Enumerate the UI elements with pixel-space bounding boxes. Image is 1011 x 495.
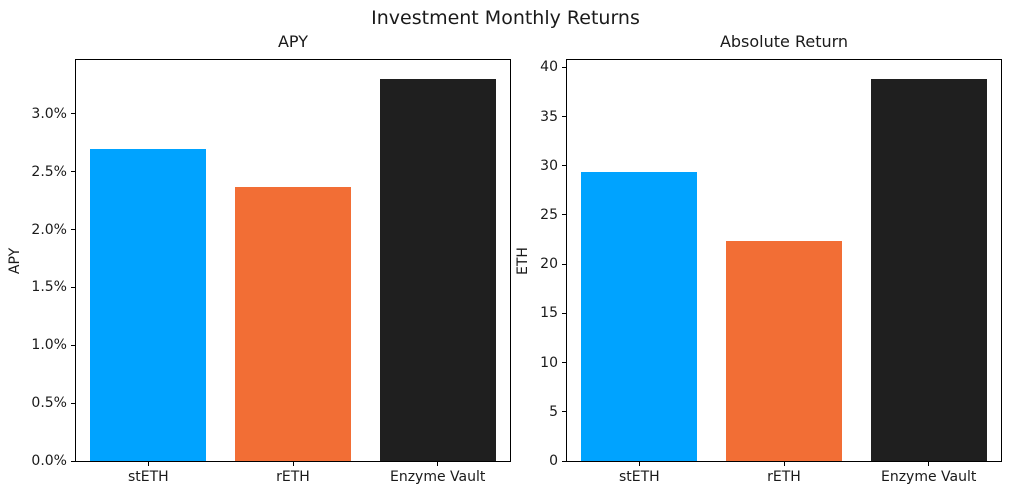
xtick-mark xyxy=(437,462,439,466)
ytick-label: 3.0% xyxy=(31,105,67,122)
xtick-mark xyxy=(783,462,785,466)
ytick-label: 0.5% xyxy=(31,395,67,412)
ytick-label: 20 xyxy=(540,256,558,273)
xtick-label-enzyme-vault: Enzyme Vault xyxy=(880,469,977,485)
xtick-mark xyxy=(928,462,930,466)
ytick-mark xyxy=(71,402,75,404)
xtick-mark xyxy=(638,462,640,466)
ytick-label: 35 xyxy=(540,108,558,125)
y-axis-label-eth: ETH xyxy=(515,246,531,275)
subplot-title-absolute-return: Absolute Return xyxy=(719,32,849,51)
ytick-mark xyxy=(562,214,566,216)
xtick-label-enzyme-vault: Enzyme Vault xyxy=(389,469,486,485)
ytick-mark xyxy=(71,344,75,346)
ytick-mark xyxy=(562,411,566,413)
xtick-label-steth: stETH xyxy=(618,469,660,485)
ytick-mark xyxy=(562,116,566,117)
ytick-label: 0.0% xyxy=(31,453,67,469)
ytick-mark xyxy=(71,171,75,173)
ytick-label: 10 xyxy=(540,354,558,371)
ytick-mark xyxy=(562,362,566,364)
ytick-label: 0 xyxy=(549,453,558,469)
plot-area: 0.0% 0.5% 1.0% 1.5% 2.0% 2.5% 3.0% stETH rETH Enz… xyxy=(31,59,511,485)
bar-reth xyxy=(726,240,842,461)
figure-title: Investment Monthly Returns xyxy=(371,7,640,29)
subplot-title-apy: APY xyxy=(277,32,308,51)
ytick-label: 30 xyxy=(540,157,558,174)
ytick-label: 2.0% xyxy=(31,221,67,238)
xtick-label-reth: rETH xyxy=(276,469,310,485)
ytick-mark xyxy=(71,286,75,288)
ytick-mark xyxy=(562,460,566,462)
bar-enzyme-vault xyxy=(379,79,496,461)
xtick-mark xyxy=(292,462,294,466)
ytick-mark xyxy=(562,165,566,167)
absolute-return-subplot: Absolute Return ETH 0 5 10 15 20 25 30 35 40 stET… xyxy=(515,32,1002,485)
ytick-label: 25 xyxy=(540,206,558,223)
ytick-mark xyxy=(71,113,75,115)
plot-area: 0 5 10 15 20 25 30 35 40 stETH rETH Enzyme Vault xyxy=(540,59,1002,485)
bar-reth xyxy=(235,186,351,461)
ytick-label: 15 xyxy=(540,305,558,322)
ytick-label: 2.5% xyxy=(31,163,67,180)
bar-steth xyxy=(90,148,207,461)
ytick-mark xyxy=(71,229,75,231)
y-axis-label-apy: APY xyxy=(7,247,23,274)
xtick-label-steth: stETH xyxy=(127,469,169,485)
ytick-mark xyxy=(562,312,566,314)
ytick-label: 5 xyxy=(549,403,558,420)
xtick-mark xyxy=(147,462,149,466)
ytick-mark xyxy=(71,460,75,462)
ytick-label: 1.0% xyxy=(31,337,67,354)
ytick-label: 1.5% xyxy=(31,279,67,296)
xtick-label-reth: rETH xyxy=(767,469,801,485)
bar-steth xyxy=(581,171,698,461)
apy-subplot: APY APY 0.0% 0.5% 1.0% 1.5% 2.0% 2.5% 3.0% stET… xyxy=(7,32,511,485)
bar-enzyme-vault xyxy=(870,79,987,461)
ytick-mark xyxy=(562,66,566,68)
ytick-mark xyxy=(562,263,566,265)
ytick-label: 40 xyxy=(540,59,558,76)
